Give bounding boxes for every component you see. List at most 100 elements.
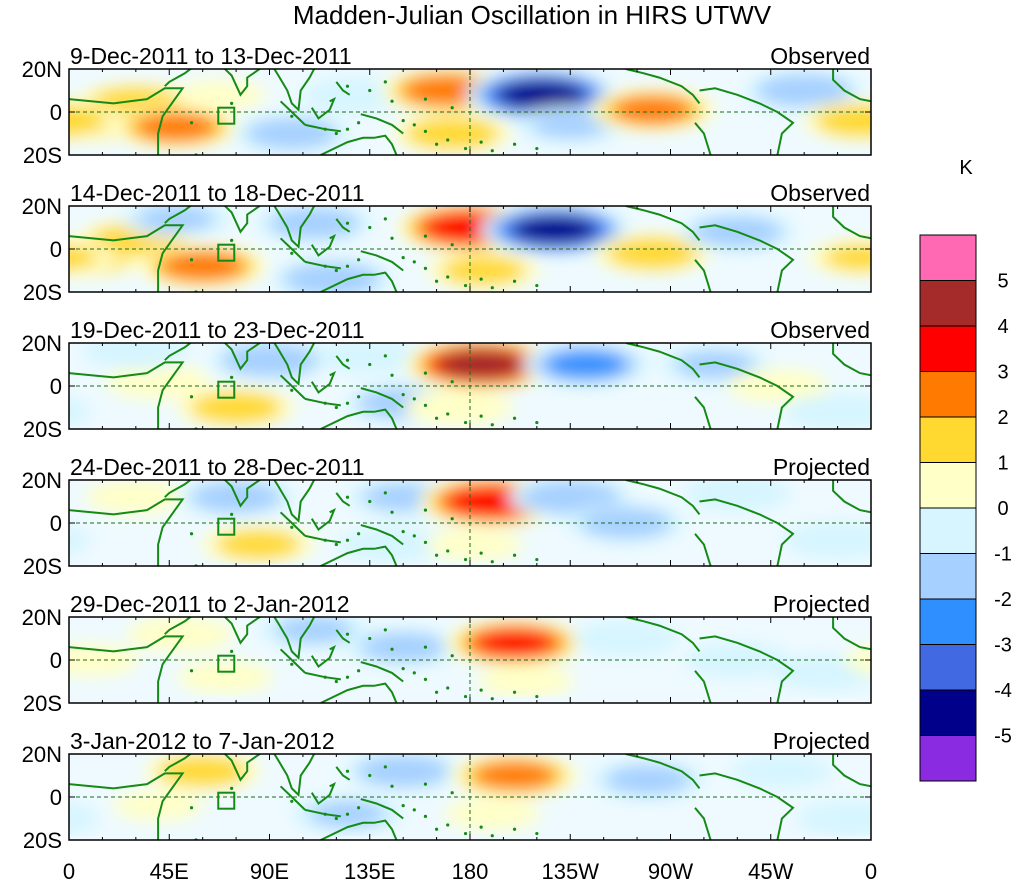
coastlines bbox=[69, 69, 871, 155]
colorbar-label: 4 bbox=[997, 316, 1008, 338]
y-tick-label: 20S bbox=[23, 280, 62, 305]
anomaly-feature bbox=[477, 665, 574, 698]
anomaly-feature bbox=[343, 754, 463, 792]
anomaly-feature bbox=[572, 620, 680, 657]
anomaly-feature bbox=[301, 77, 407, 113]
panels-group: 20N 0 20S 9-Dec-2011 to 13-Dec-2011 Observed… bbox=[22, 43, 872, 853]
index-box bbox=[217, 517, 236, 536]
y-tick-label: 20N bbox=[22, 742, 62, 767]
anomaly-feature bbox=[405, 343, 557, 391]
colorbar-bin bbox=[919, 280, 977, 327]
x-tick-label: 45W bbox=[748, 859, 793, 884]
panel-period-label: 24-Dec-2011 to 28-Dec-2011 bbox=[70, 454, 365, 480]
panel-status-label: Projected bbox=[773, 591, 870, 617]
panel-3: 20N 0 20S 19-Dec-2011 to 23-Dec-2011 Observe… bbox=[22, 317, 872, 442]
x-tick-label: 135W bbox=[542, 859, 600, 884]
anomaly-feature bbox=[143, 754, 262, 792]
panel-period-label: 29-Dec-2011 to 2-Jan-2012 bbox=[70, 591, 350, 617]
anomaly-feature bbox=[590, 760, 706, 800]
colorbar-label: -1 bbox=[994, 544, 1012, 566]
colorbar-label: -4 bbox=[994, 680, 1012, 702]
anomaly-feature bbox=[337, 526, 447, 563]
coastlines bbox=[69, 343, 871, 429]
anomaly-feature bbox=[684, 480, 791, 511]
colorbar-label: 2 bbox=[997, 407, 1008, 429]
colorbar: K 5 4 3 2 1 0 -1 -2 -3 -4 -5 bbox=[919, 157, 1012, 782]
colorbar-label: -3 bbox=[994, 635, 1012, 657]
colorbar-bin bbox=[919, 507, 977, 554]
anomaly-feature bbox=[69, 393, 871, 429]
anomaly-feature bbox=[120, 206, 231, 238]
x-tick-label: 0 bbox=[63, 859, 75, 884]
anomaly-feature bbox=[426, 251, 541, 290]
panel-period-label: 19-Dec-2011 to 23-Dec-2011 bbox=[70, 317, 365, 343]
chart-title: Madden-Julian Oscillation in HIRS UTWV bbox=[293, 0, 772, 30]
panel-period-label: 9-Dec-2011 to 13-Dec-2011 bbox=[70, 43, 352, 69]
anomaly-feature bbox=[255, 206, 373, 244]
anomaly-feature bbox=[444, 797, 541, 831]
anomaly-feature bbox=[111, 105, 240, 149]
panel-period-label: 14-Dec-2011 to 18-Dec-2011 bbox=[70, 180, 365, 206]
colorbar-bin bbox=[919, 735, 977, 782]
colorbar-bin bbox=[919, 689, 977, 736]
y-tick-label: 0 bbox=[50, 100, 62, 125]
y-tick-label: 20N bbox=[22, 194, 62, 219]
colorbar-label: 1 bbox=[997, 453, 1008, 475]
colorbar-bin bbox=[919, 234, 977, 281]
x-tick-label: 135E bbox=[344, 859, 395, 884]
colorbar-bin bbox=[919, 598, 977, 645]
panel-2: 20N 0 20S 14-Dec-2011 to 18-Dec-2011 Observe… bbox=[22, 180, 872, 305]
x-tick-label: 45E bbox=[150, 859, 189, 884]
y-tick-label: 20S bbox=[23, 143, 62, 168]
anomaly-feature bbox=[105, 363, 211, 400]
anomaly-feature bbox=[233, 113, 351, 154]
panel-1: 20N 0 20S 9-Dec-2011 to 13-Dec-2011 Observed bbox=[22, 43, 872, 168]
index-box bbox=[217, 243, 236, 262]
coastlines bbox=[69, 617, 871, 703]
x-tick-label: 180 bbox=[452, 859, 489, 884]
y-tick-label: 20S bbox=[23, 828, 62, 853]
anomaly-feature bbox=[345, 627, 461, 667]
coastlines bbox=[69, 206, 871, 292]
anomaly-feature bbox=[271, 258, 393, 292]
anomaly-feature bbox=[445, 619, 584, 667]
y-tick-label: 20N bbox=[22, 331, 62, 356]
index-box bbox=[217, 654, 236, 673]
anomaly-feature bbox=[450, 754, 579, 798]
x-tick-label: 90W bbox=[648, 859, 693, 884]
colorbar-label: -5 bbox=[994, 726, 1012, 748]
y-tick-label: 0 bbox=[50, 237, 62, 262]
colorbar-bin bbox=[919, 553, 977, 600]
anomaly-feature bbox=[480, 206, 630, 255]
index-box bbox=[217, 380, 236, 399]
anomaly-feature bbox=[112, 790, 204, 822]
x-tick-label: 0 bbox=[865, 859, 877, 884]
anomaly-feature bbox=[85, 480, 187, 515]
anomaly-feature bbox=[731, 754, 833, 789]
y-tick-label: 20S bbox=[23, 554, 62, 579]
colorbar-bin bbox=[919, 644, 977, 691]
panel-5: 20N 0 20S 29-Dec-2011 to 2-Jan-2012 Projecte… bbox=[22, 591, 872, 716]
colorbar-label: 3 bbox=[997, 362, 1008, 384]
anomaly-feature bbox=[175, 79, 266, 111]
coastlines bbox=[69, 754, 871, 840]
colorbar-bin bbox=[919, 371, 977, 418]
anomaly-feature bbox=[392, 113, 513, 154]
panel-status-label: Observed bbox=[770, 43, 870, 69]
colorbar-unit-label: K bbox=[959, 157, 973, 179]
panel-status-label: Observed bbox=[770, 317, 870, 343]
coastlines bbox=[69, 480, 871, 566]
y-tick-label: 0 bbox=[50, 785, 62, 810]
panel-status-label: Observed bbox=[770, 180, 870, 206]
y-tick-label: 20S bbox=[23, 417, 62, 442]
anomaly-feature bbox=[208, 343, 331, 381]
panel-6: 20N 0 20S 3-Jan-2012 to 7-Jan-2012 Projected bbox=[22, 728, 872, 853]
x-tick-label: 90E bbox=[250, 859, 289, 884]
x-axis: 0 45E 90E 135E 180 135W 90W 45W 0 bbox=[63, 859, 877, 884]
y-tick-label: 20N bbox=[22, 605, 62, 630]
anomaly-feature bbox=[69, 100, 871, 142]
index-box bbox=[217, 791, 236, 810]
y-tick-label: 0 bbox=[50, 374, 62, 399]
anomaly-feature bbox=[176, 660, 273, 694]
y-tick-label: 20N bbox=[22, 468, 62, 493]
